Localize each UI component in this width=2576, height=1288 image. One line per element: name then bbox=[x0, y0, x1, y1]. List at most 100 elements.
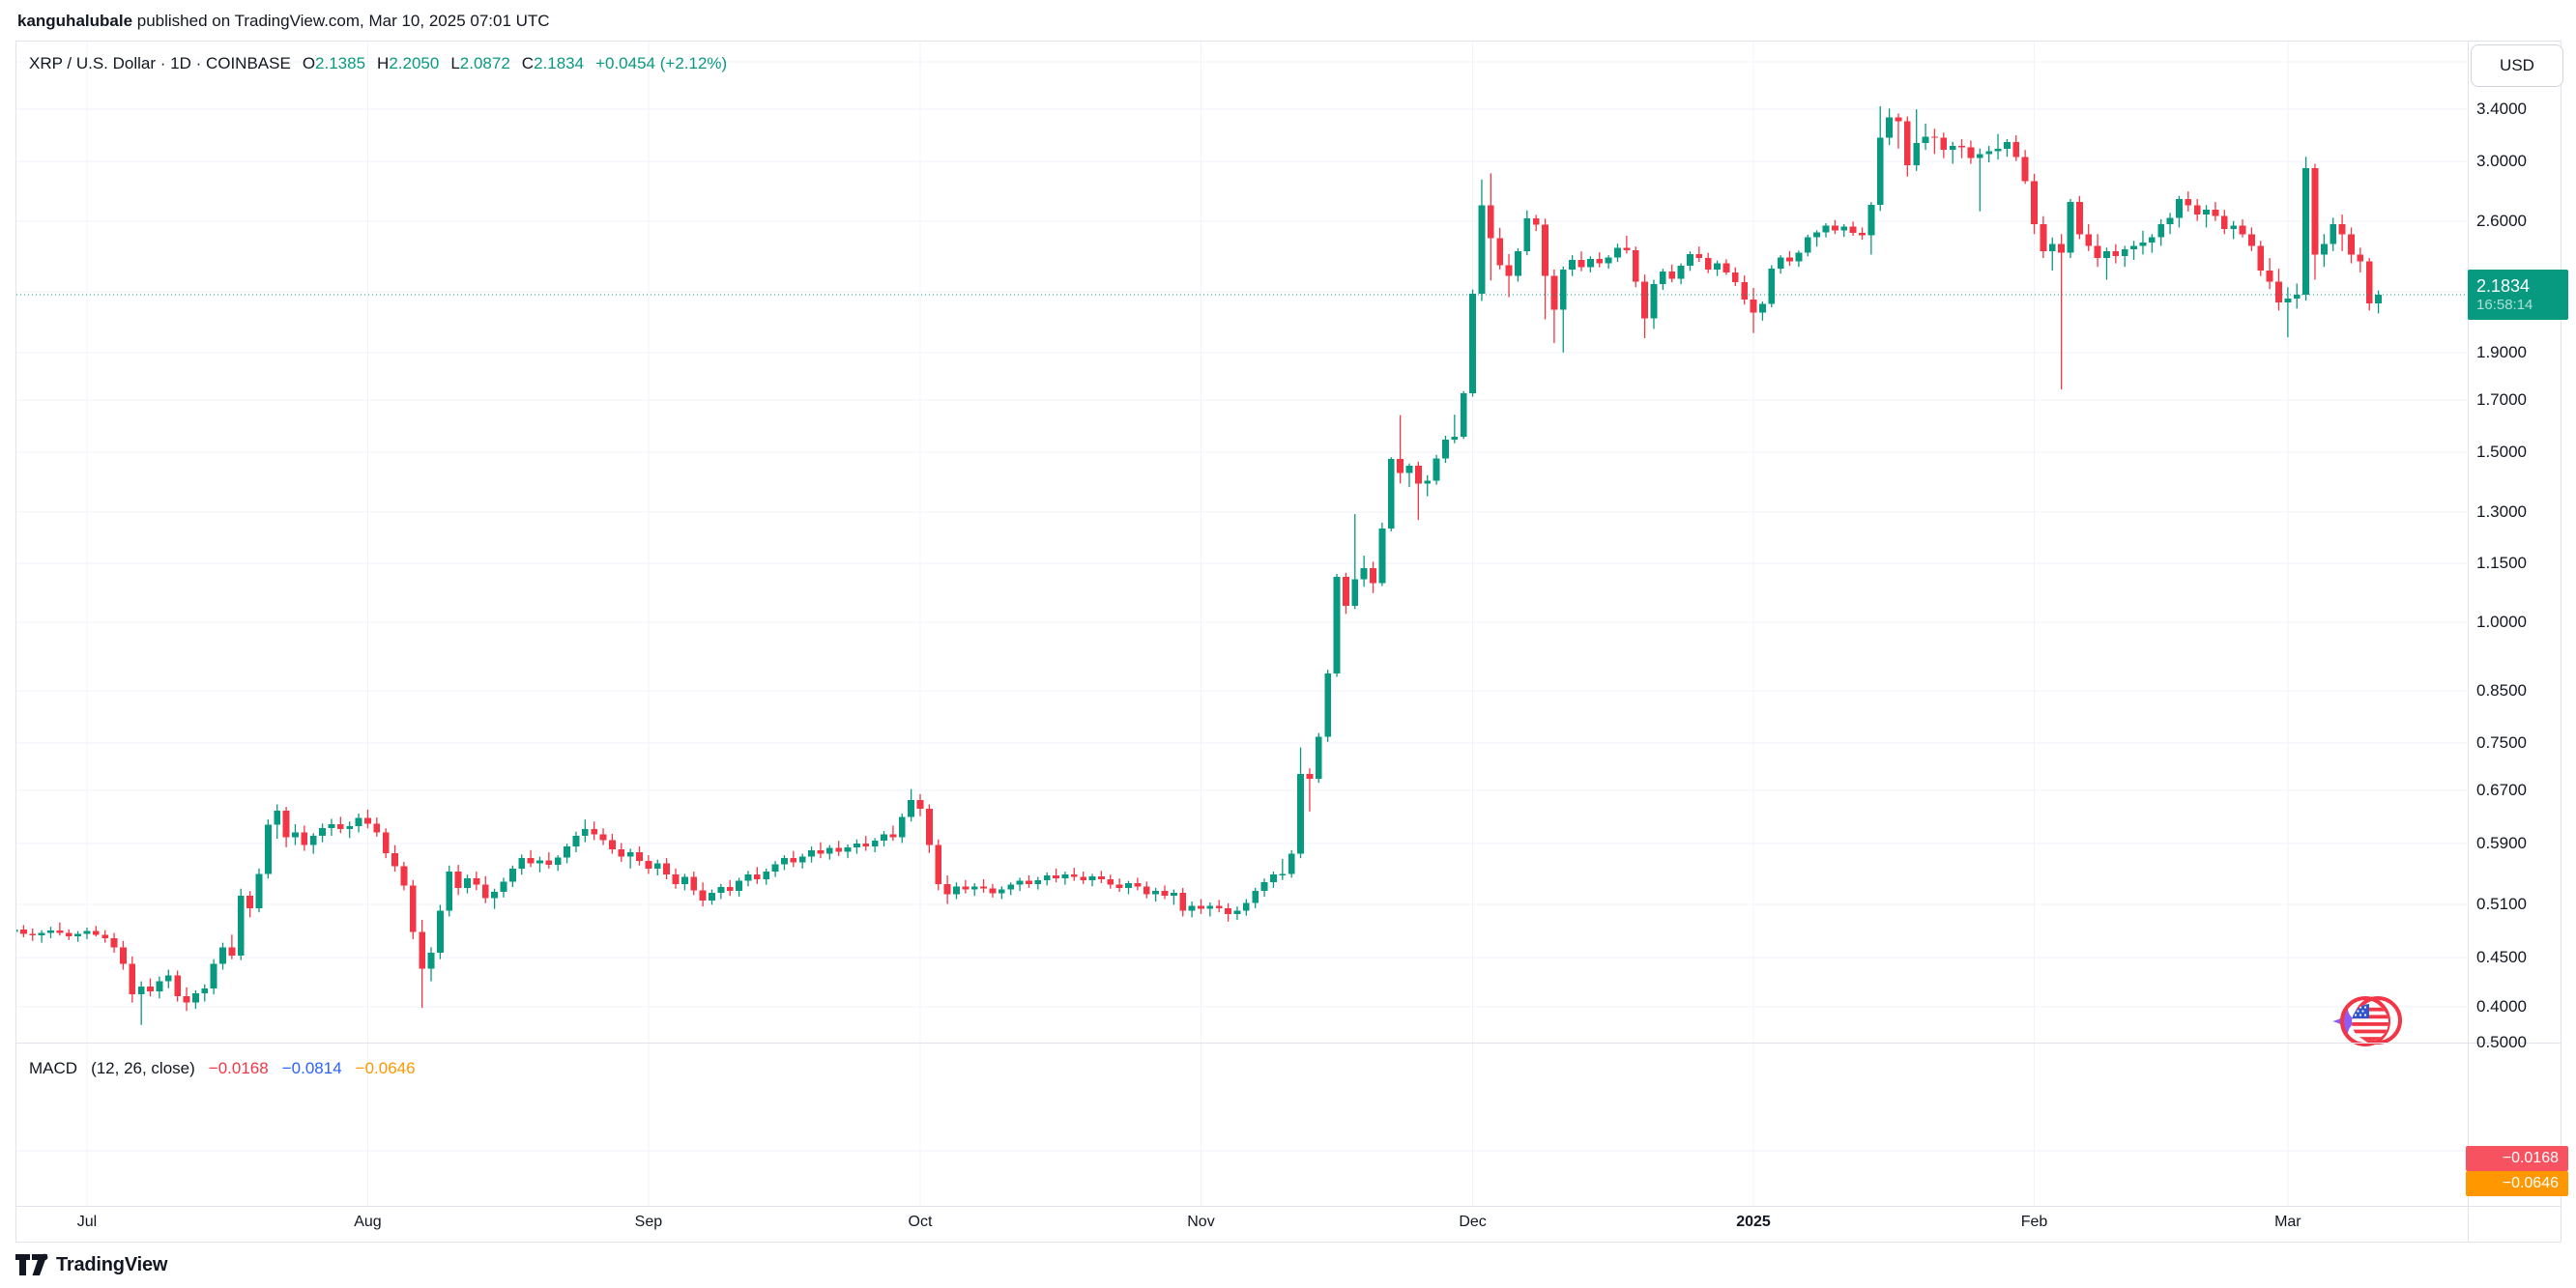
candle bbox=[1270, 872, 1277, 888]
candle bbox=[454, 865, 462, 896]
macd-params: (12, 26, close) bbox=[91, 1059, 195, 1077]
candle bbox=[599, 828, 607, 845]
candle bbox=[1542, 218, 1548, 320]
ohlc-low: L2.0872 bbox=[450, 54, 510, 72]
candle bbox=[581, 819, 589, 843]
candle bbox=[1623, 235, 1631, 254]
macd-legend: MACD (12, 26, close) −0.0168 −0.0814 −0.… bbox=[29, 1059, 416, 1078]
candle bbox=[1342, 572, 1349, 615]
candle bbox=[916, 793, 924, 816]
chart-plot-area[interactable] bbox=[16, 42, 2468, 1206]
grid-layer bbox=[16, 42, 2468, 1206]
candle bbox=[1007, 882, 1015, 896]
candle bbox=[1505, 253, 1513, 298]
candle bbox=[436, 904, 444, 959]
candle bbox=[1596, 252, 1604, 268]
candle bbox=[935, 839, 942, 891]
pane-separator[interactable] bbox=[16, 1043, 2561, 1044]
price-axis-label: 0.5900 bbox=[2476, 834, 2527, 852]
candle bbox=[2121, 245, 2128, 268]
candle bbox=[1958, 139, 1965, 158]
candle bbox=[545, 852, 553, 869]
footer-brand[interactable]: TradingView bbox=[15, 1253, 167, 1276]
candle bbox=[1378, 522, 1386, 587]
candlestick-layer bbox=[16, 105, 2382, 1025]
candle bbox=[798, 853, 806, 869]
candle bbox=[1786, 250, 1793, 267]
candle bbox=[1487, 173, 1494, 281]
candle bbox=[164, 969, 172, 988]
ohlc-open: O2.1385 bbox=[302, 54, 366, 72]
candle bbox=[1134, 877, 1142, 891]
candle bbox=[219, 942, 226, 970]
candle bbox=[871, 838, 879, 853]
time-axis-label: Nov bbox=[1187, 1214, 1215, 1230]
candle bbox=[1550, 269, 1558, 344]
candle bbox=[65, 929, 72, 940]
candle bbox=[1324, 670, 1332, 742]
candle bbox=[1940, 132, 1948, 158]
candle bbox=[1895, 113, 1902, 149]
current-price-countdown: 16:58:14 bbox=[2476, 297, 2533, 313]
candle bbox=[2094, 234, 2101, 268]
candle bbox=[1333, 574, 1341, 677]
candle bbox=[2157, 219, 2165, 246]
candle bbox=[953, 882, 960, 900]
candle bbox=[147, 978, 154, 997]
candle bbox=[38, 930, 45, 943]
currency-usd-button[interactable]: USD bbox=[2471, 44, 2563, 87]
current-price-badge[interactable]: 2.1834 16:58:14 bbox=[2468, 270, 2568, 320]
candle bbox=[881, 831, 887, 847]
candle bbox=[2139, 230, 2147, 255]
candle bbox=[825, 844, 833, 860]
candle bbox=[1387, 457, 1395, 531]
candle bbox=[2004, 139, 2011, 157]
candle bbox=[1242, 899, 1250, 916]
candle bbox=[92, 926, 100, 937]
candle bbox=[889, 825, 897, 842]
candle bbox=[309, 833, 317, 854]
price-axis-label: 1.9000 bbox=[2476, 343, 2527, 361]
candle bbox=[400, 861, 408, 891]
candle bbox=[1252, 887, 1259, 908]
candle bbox=[817, 842, 825, 859]
candle bbox=[292, 824, 299, 845]
time-axis-label: Feb bbox=[2020, 1214, 2048, 1230]
candle bbox=[373, 817, 381, 837]
attribution-text: published on TradingView.com, Mar 10, 20… bbox=[132, 12, 550, 30]
candle bbox=[1704, 252, 1712, 273]
candle bbox=[1225, 902, 1231, 922]
candle bbox=[726, 879, 734, 897]
candle bbox=[518, 854, 526, 875]
candle bbox=[1170, 889, 1177, 905]
candle bbox=[672, 868, 680, 889]
candle bbox=[1188, 902, 1196, 918]
price-axis-label: 1.7000 bbox=[2476, 390, 2527, 409]
candle bbox=[2348, 227, 2355, 264]
candle bbox=[120, 940, 127, 970]
candle bbox=[481, 875, 489, 903]
candle bbox=[591, 821, 598, 841]
ohlc-close: C2.1834 bbox=[521, 54, 585, 72]
candle bbox=[2293, 283, 2301, 309]
candle bbox=[2021, 150, 2029, 185]
candle bbox=[1143, 881, 1150, 899]
candle bbox=[2320, 234, 2328, 268]
chart-frame bbox=[15, 41, 2562, 1243]
candle bbox=[2275, 269, 2282, 311]
candle bbox=[2203, 205, 2210, 228]
candle bbox=[1922, 123, 1929, 151]
candle bbox=[690, 872, 698, 896]
price-change: +0.0454 (+2.12%) bbox=[595, 54, 728, 72]
candle bbox=[1985, 145, 1993, 163]
candle bbox=[1206, 902, 1214, 917]
candle bbox=[2311, 163, 2319, 280]
candle bbox=[2058, 234, 2066, 389]
candle bbox=[2130, 241, 2137, 260]
candle bbox=[1016, 877, 1024, 892]
current-price-value: 2.1834 bbox=[2476, 276, 2531, 296]
candle bbox=[1994, 133, 2002, 160]
candle bbox=[1125, 880, 1132, 895]
us-flag-sticker-icon[interactable] bbox=[2332, 996, 2402, 1046]
candle bbox=[192, 989, 199, 1010]
